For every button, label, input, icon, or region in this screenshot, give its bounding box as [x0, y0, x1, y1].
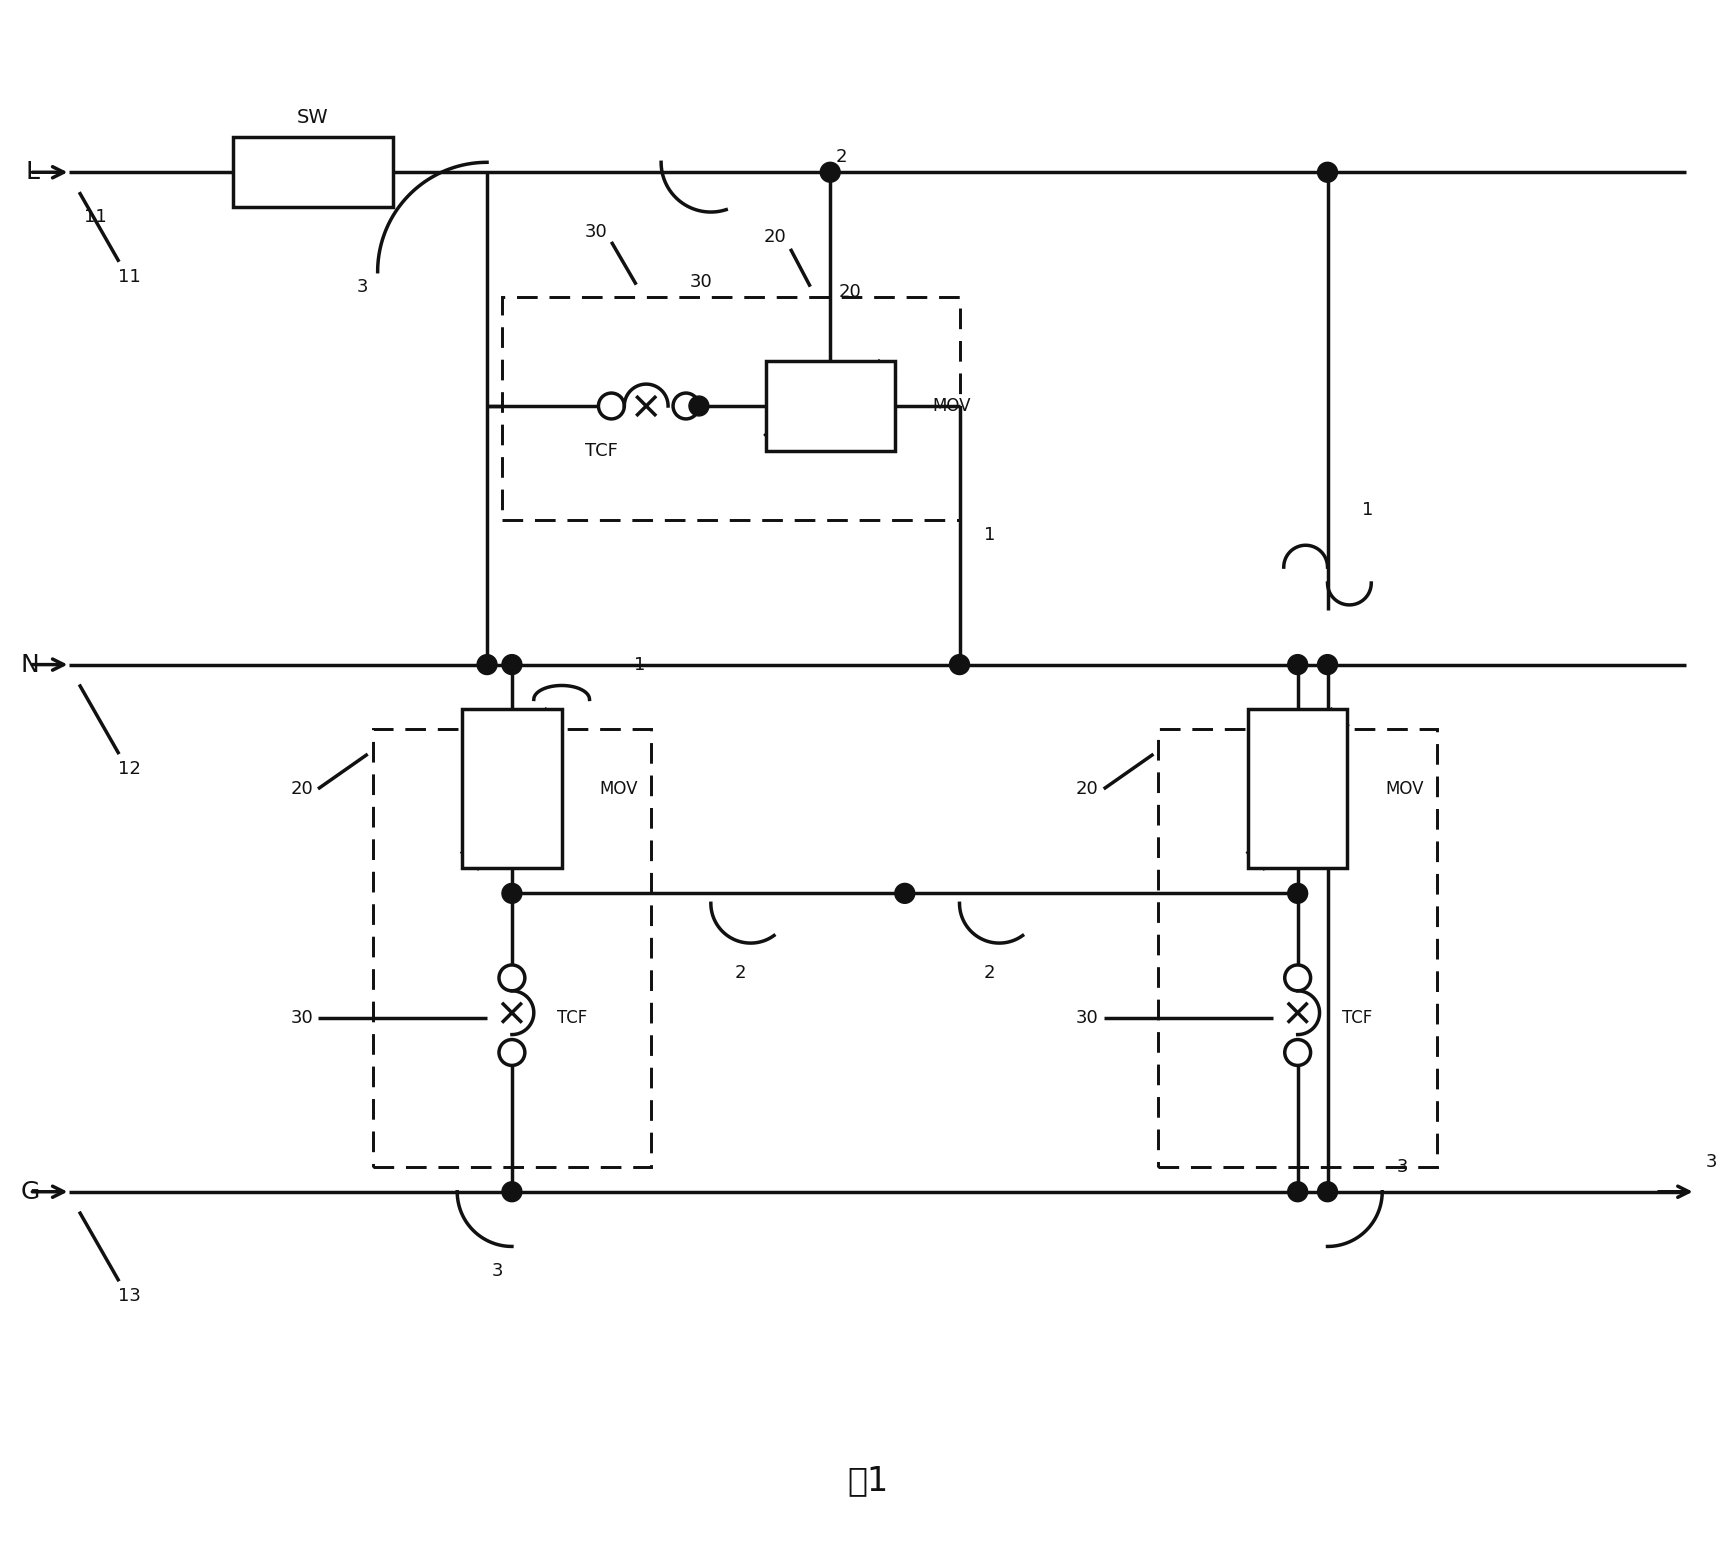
Circle shape [949, 655, 970, 674]
Text: 20: 20 [763, 228, 788, 246]
Text: 30: 30 [1076, 1008, 1098, 1027]
Text: 2: 2 [835, 149, 847, 166]
Circle shape [1284, 1039, 1310, 1066]
Bar [462, 709, 562, 869]
Text: SW: SW [297, 108, 330, 127]
Circle shape [501, 883, 522, 903]
Text: TCF: TCF [557, 1008, 586, 1027]
Circle shape [599, 393, 625, 418]
Text: 3: 3 [491, 1262, 503, 1281]
Text: 3: 3 [1706, 1152, 1718, 1171]
Circle shape [895, 883, 914, 903]
Circle shape [477, 655, 496, 674]
Circle shape [501, 655, 522, 674]
Circle shape [821, 163, 840, 183]
Text: 30: 30 [290, 1008, 312, 1027]
Circle shape [1284, 965, 1310, 991]
Circle shape [1287, 1182, 1308, 1202]
Text: N: N [21, 652, 40, 677]
Bar [765, 361, 895, 451]
Text: MOV: MOV [933, 397, 972, 415]
Text: 20: 20 [838, 282, 862, 301]
Circle shape [501, 1182, 522, 1202]
Circle shape [1317, 655, 1338, 674]
Text: MOV: MOV [600, 781, 638, 798]
Text: 11: 11 [118, 268, 141, 285]
Text: 12: 12 [118, 761, 141, 778]
Text: 20: 20 [1076, 781, 1098, 798]
Circle shape [500, 965, 526, 991]
Text: 1: 1 [984, 527, 996, 544]
Text: 30: 30 [585, 223, 607, 242]
Text: L: L [26, 160, 40, 184]
Text: TCF: TCF [1343, 1008, 1372, 1027]
Text: 2: 2 [984, 963, 996, 982]
Text: 2: 2 [736, 963, 746, 982]
Text: 11: 11 [85, 208, 108, 226]
Text: TCF: TCF [585, 441, 618, 460]
Text: 1: 1 [1362, 502, 1374, 519]
Text: 3: 3 [356, 277, 368, 296]
Circle shape [1317, 1182, 1338, 1202]
Text: 30: 30 [689, 273, 713, 291]
Text: 1: 1 [633, 655, 645, 674]
Bar [501, 296, 959, 520]
Text: MOV: MOV [1385, 781, 1424, 798]
Circle shape [1317, 163, 1338, 183]
Bar [234, 138, 392, 208]
Circle shape [1287, 883, 1308, 903]
Bar [1247, 709, 1348, 869]
Text: G: G [21, 1180, 40, 1204]
Bar [1159, 730, 1437, 1166]
Bar [373, 730, 651, 1166]
Text: 3: 3 [1397, 1159, 1409, 1176]
Text: 20: 20 [290, 781, 312, 798]
Circle shape [1287, 655, 1308, 674]
Circle shape [689, 397, 710, 417]
Circle shape [500, 1039, 526, 1066]
Text: 13: 13 [118, 1287, 141, 1306]
Circle shape [673, 393, 699, 418]
Text: 图1: 图1 [847, 1464, 888, 1496]
